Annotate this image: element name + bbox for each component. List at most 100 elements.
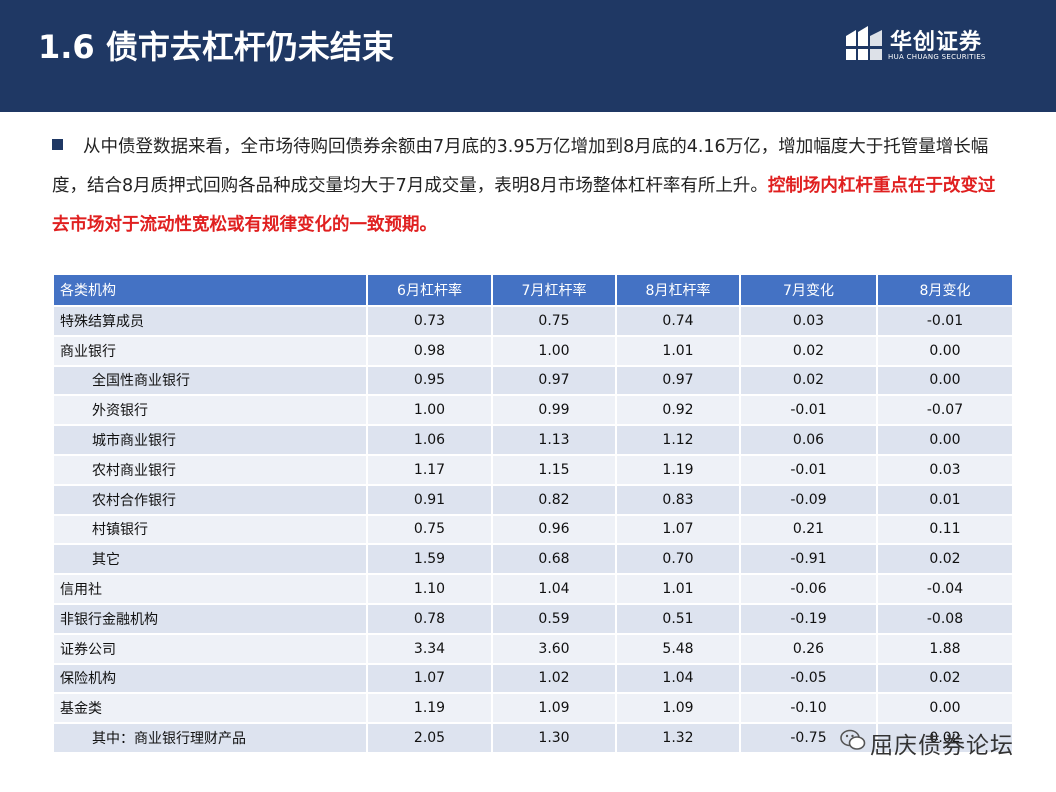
value-cell: 0.51	[615, 602, 741, 635]
logo-text-cn: 华创证券	[890, 30, 983, 55]
table-row: 特殊结算成员 0.73 0.75 0.74 0.03 -0.01	[52, 305, 1014, 337]
value-cell: 1.07	[615, 513, 741, 546]
value-cell: 0.82	[491, 483, 617, 516]
value-cell: 1.59	[366, 543, 493, 576]
value-cell: 0.02	[876, 662, 1014, 695]
value-cell: -0.01	[876, 305, 1014, 337]
value-cell: -0.91	[739, 543, 878, 576]
table-row: 城市商业银行 1.06 1.13 1.12 0.06 0.00	[52, 424, 1014, 456]
value-cell: 0.91	[366, 483, 493, 516]
value-cell: 1.04	[491, 573, 617, 605]
value-cell: 0.95	[366, 364, 493, 397]
value-cell: 0.98	[366, 334, 493, 367]
value-cell: 0.02	[739, 364, 878, 397]
value-cell: -0.01	[739, 394, 878, 427]
value-cell: 0.70	[615, 543, 741, 576]
institution-name: 特殊结算成员	[52, 305, 368, 337]
value-cell: 1.02	[491, 662, 617, 695]
value-cell: 0.00	[876, 334, 1014, 367]
table-row: 其它 1.59 0.68 0.70 -0.91 0.02	[52, 543, 1014, 576]
table-row: 基金类 1.19 1.09 1.09 -0.10 0.00	[52, 692, 1014, 725]
value-cell: 1.00	[366, 394, 493, 427]
value-cell: 1.30	[491, 722, 617, 754]
value-cell: 0.73	[366, 305, 493, 337]
value-cell: 0.00	[876, 364, 1014, 397]
value-cell: 1.13	[491, 424, 617, 456]
value-cell: 0.75	[491, 305, 617, 337]
paragraph-highlight-text: 控制场内杠杆重点在于改变过去市场对于流动性宽松或有规律变化的一致预期。	[52, 176, 996, 235]
institution-name: 保险机构	[52, 662, 368, 695]
header-cell: 各类机构	[52, 273, 368, 307]
value-cell: 0.75	[366, 513, 493, 546]
value-cell: 1.32	[615, 722, 741, 754]
header-cell: 7月杠杆率	[491, 273, 617, 307]
value-cell: 0.02	[876, 722, 1014, 754]
institution-name: 其它	[52, 543, 368, 576]
value-cell: 0.03	[739, 305, 878, 337]
value-cell: 3.34	[366, 632, 493, 665]
value-cell: 0.00	[876, 424, 1014, 456]
table-header-row: 各类机构 6月杠杆率 7月杠杆率 8月杠杆率 7月变化 8月变化	[52, 273, 1014, 307]
value-cell: 1.19	[366, 692, 493, 725]
value-cell: 3.60	[491, 632, 617, 665]
leverage-table: 各类机构 6月杠杆率 7月杠杆率 8月杠杆率 7月变化 8月变化 特殊结算成员 …	[52, 273, 1014, 754]
table-row: 保险机构 1.07 1.02 1.04 -0.05 0.02	[52, 662, 1014, 695]
value-cell: 0.78	[366, 602, 493, 635]
institution-name: 外资银行	[52, 394, 368, 427]
institution-name: 其中：商业银行理财产品	[52, 722, 368, 754]
value-cell: 0.59	[491, 602, 617, 635]
value-cell: -0.06	[739, 573, 878, 605]
table-row: 证券公司 3.34 3.60 5.48 0.26 1.88	[52, 632, 1014, 665]
value-cell: 0.83	[615, 483, 741, 516]
value-cell: 1.07	[366, 662, 493, 695]
value-cell: 1.00	[491, 334, 617, 367]
value-cell: 0.97	[491, 364, 617, 397]
value-cell: 0.97	[615, 364, 741, 397]
table-row: 农村商业银行 1.17 1.15 1.19 -0.01 0.03	[52, 453, 1014, 486]
square-bullet-icon	[52, 139, 63, 150]
value-cell: 0.03	[876, 453, 1014, 486]
value-cell: 1.01	[615, 573, 741, 605]
value-cell: -0.19	[739, 602, 878, 635]
value-cell: -0.01	[739, 453, 878, 486]
value-cell: 1.01	[615, 334, 741, 367]
value-cell: 0.96	[491, 513, 617, 546]
institution-name: 证券公司	[52, 632, 368, 665]
value-cell: 1.88	[876, 632, 1014, 665]
value-cell: -0.04	[876, 573, 1014, 605]
table-row: 商业银行 0.98 1.00 1.01 0.02 0.00	[52, 334, 1014, 367]
value-cell: -0.07	[876, 394, 1014, 427]
table-row: 农村合作银行 0.91 0.82 0.83 -0.09 0.01	[52, 483, 1014, 516]
value-cell: 1.17	[366, 453, 493, 486]
watermark-text: 屈庆债券论坛	[870, 733, 1014, 759]
value-cell: 0.26	[739, 632, 878, 665]
company-logo: 华创证券 HUA CHUANG SECURITIES	[842, 26, 1002, 66]
logo-text-en: HUA CHUANG SECURITIES	[888, 53, 986, 61]
value-cell: 5.48	[615, 632, 741, 665]
institution-name: 村镇银行	[52, 513, 368, 546]
value-cell: 0.99	[491, 394, 617, 427]
logo-mark-icon	[846, 26, 882, 60]
value-cell: 1.09	[615, 692, 741, 725]
institution-name: 全国性商业银行	[52, 364, 368, 397]
header-bar: 1.6 债市去杠杆仍未结束 华创证券 HUA CHUANG SECURITIES	[0, 0, 1056, 112]
paragraph-normal-text: 从中债登数据来看，全市场待购回债券余额由7月底的3.95万亿增加到8月底的4.1…	[52, 137, 989, 196]
value-cell: 1.06	[366, 424, 493, 456]
header-cell: 7月变化	[739, 273, 878, 307]
value-cell: 0.02	[739, 334, 878, 367]
value-cell: 2.05	[366, 722, 493, 754]
page-title: 1.6 债市去杠杆仍未结束	[38, 28, 394, 66]
institution-name: 商业银行	[52, 334, 368, 367]
value-cell: 1.19	[615, 453, 741, 486]
wechat-icon	[840, 729, 866, 750]
value-cell: 1.09	[491, 692, 617, 725]
value-cell: 0.06	[739, 424, 878, 456]
value-cell: 0.02	[876, 543, 1014, 576]
table-row: 非银行金融机构 0.78 0.59 0.51 -0.19 -0.08	[52, 602, 1014, 635]
table-row: 其中：商业银行理财产品 2.05 1.30 1.32 -0.75 0.02	[52, 722, 1014, 754]
value-cell: 0.92	[615, 394, 741, 427]
table-row: 外资银行 1.00 0.99 0.92 -0.01 -0.07	[52, 394, 1014, 427]
header-cell: 6月杠杆率	[366, 273, 493, 307]
value-cell: 0.11	[876, 513, 1014, 546]
table-row: 信用社 1.10 1.04 1.01 -0.06 -0.04	[52, 573, 1014, 605]
